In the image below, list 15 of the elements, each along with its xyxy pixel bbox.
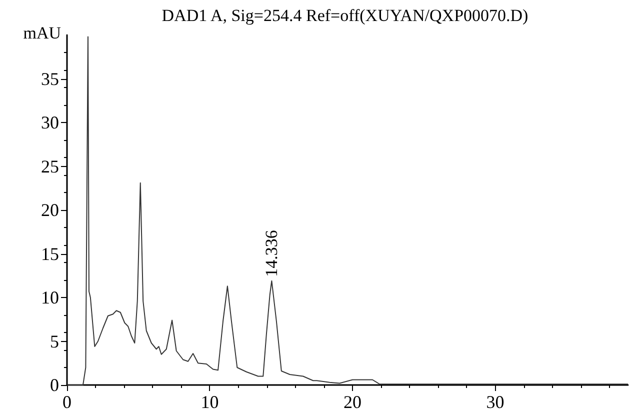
x-tick-label: 10	[200, 392, 219, 412]
x-tick-label: 20	[343, 392, 362, 412]
x-tick-label: 0	[62, 392, 72, 412]
y-tick-label: 5	[50, 331, 59, 352]
y-tick-label: 25	[41, 156, 59, 176]
y-tick-label: 10	[41, 288, 59, 308]
x-tick-label: 30	[486, 392, 504, 412]
y-axis-title: mAU	[23, 24, 61, 42]
chart-title: DAD1 A, Sig=254.4 Ref=off(XUYAN/QXP00070.D)	[162, 6, 528, 25]
y-tick-label: 0	[50, 375, 59, 395]
annotation: 14.336	[262, 230, 282, 277]
y-tick-label: 35	[41, 68, 59, 89]
y-tick-label: 15	[41, 244, 59, 264]
y-tick-label: 20	[41, 200, 59, 220]
y-tick-label: 30	[41, 112, 59, 132]
